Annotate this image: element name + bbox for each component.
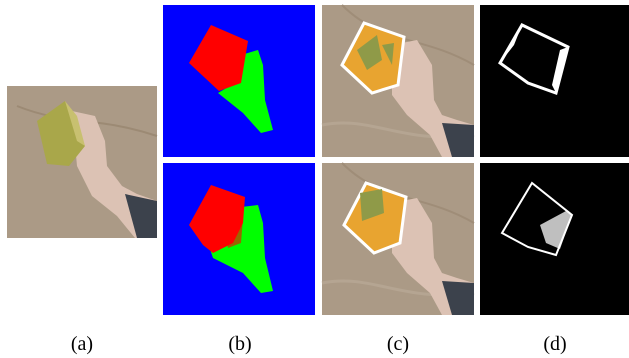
panel-label: (a) xyxy=(71,333,93,355)
panel-b-bottom xyxy=(163,163,315,315)
panel-c-top xyxy=(322,5,474,157)
panel-label: (d) xyxy=(543,333,566,355)
panel-a-image xyxy=(7,86,157,238)
page: (a) (b) (c) (d) (() => { const data = JS… xyxy=(0,0,629,358)
panel-label: (b) xyxy=(228,333,251,355)
panel-label: (c) xyxy=(387,333,409,355)
panel-d-bottom xyxy=(480,163,629,315)
panel-d-top xyxy=(480,5,629,157)
figure: (a) (b) (c) (d) xyxy=(0,0,629,358)
panel-c-bottom xyxy=(322,163,474,315)
panel-b-top xyxy=(163,5,315,157)
